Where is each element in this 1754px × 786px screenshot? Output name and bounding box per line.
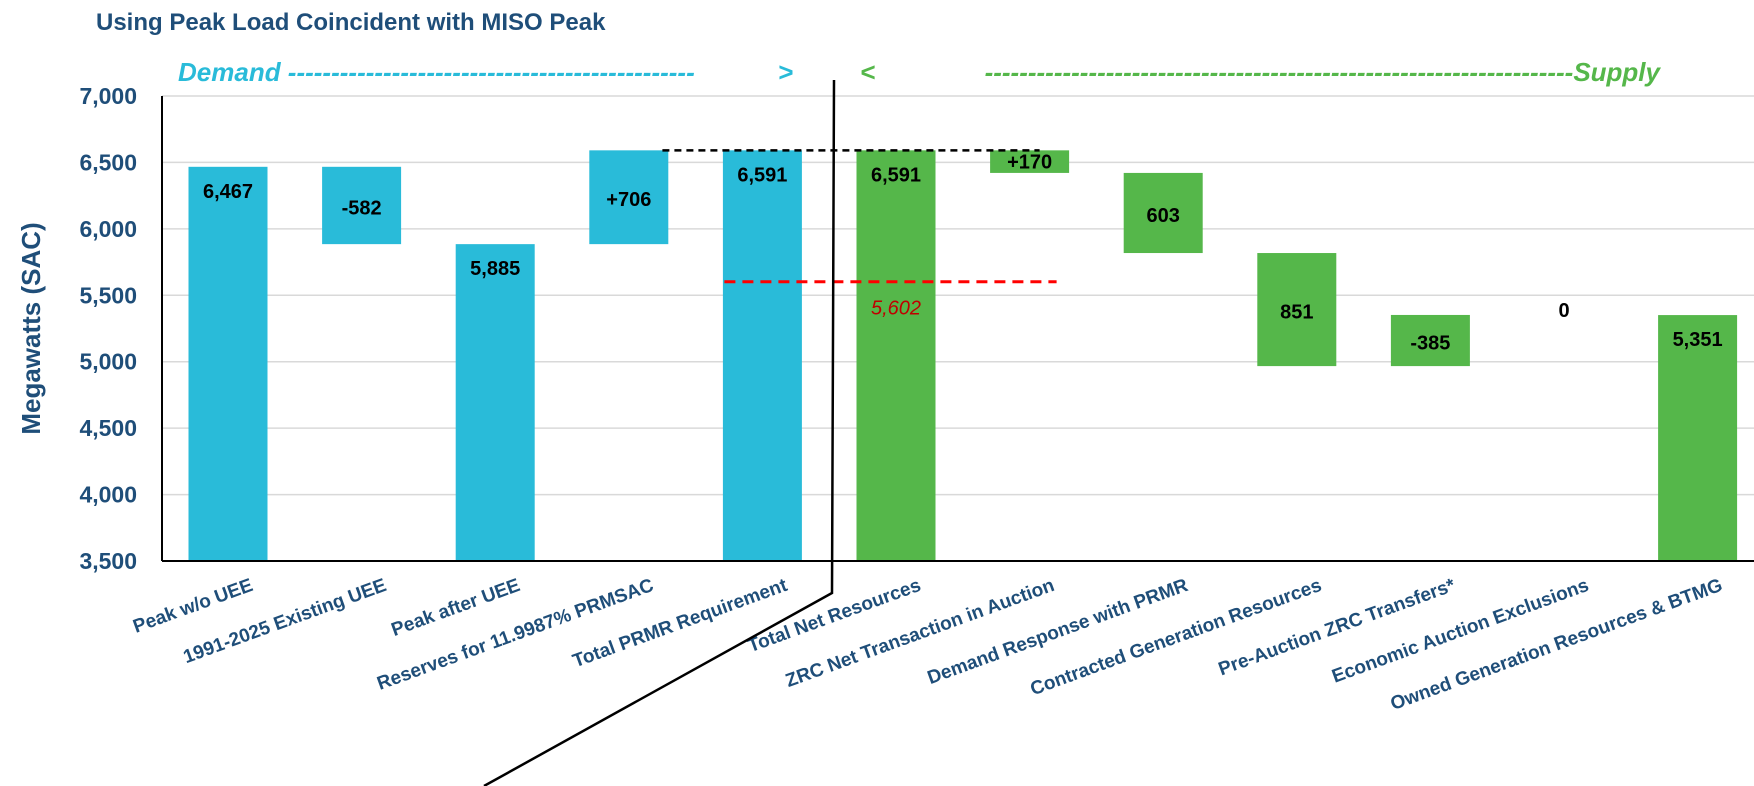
data-labels: 6,467 -582 5,885 +706 6,591 6,591 +170 603 851 -3… [203, 151, 1723, 354]
y-axis-ticks: 3,500 4,000 4,500 5,000 5,500 6,000 6,500 7,000 [79, 83, 137, 574]
supply-section-label: ----------------------------------------… [985, 57, 1662, 87]
demand-supply-divider [483, 79, 836, 786]
demand-section-label: Demand ---------------------------------… [178, 57, 695, 87]
bar-4 [722, 150, 802, 562]
gridlines [162, 95, 1754, 496]
data-label-2: 5,885 [470, 258, 520, 280]
y-tick-label: 3,500 [79, 548, 137, 574]
bar-6 [990, 150, 1070, 173]
bar-11 [1658, 315, 1738, 561]
data-label-10: 0 [1558, 300, 1569, 322]
data-label-8: 851 [1280, 302, 1313, 324]
y-tick-label: 4,500 [79, 415, 137, 441]
data-label-1: -582 [342, 197, 382, 219]
data-label-9: -385 [1410, 333, 1450, 355]
bars [188, 150, 1738, 562]
chart-title: Using Peak Load Coincident with MISO Pea… [96, 9, 606, 36]
y-tick-label: 4,000 [79, 482, 137, 508]
data-label-4: 6,591 [737, 164, 787, 186]
data-label-7: 603 [1147, 205, 1180, 227]
bar-5 [856, 150, 936, 562]
bar-9 [1390, 314, 1470, 367]
y-tick-label: 6,000 [79, 216, 137, 242]
axes [161, 79, 1754, 786]
data-label-0: 6,467 [203, 181, 253, 203]
y-axis-label: Megawatts (SAC) [16, 222, 46, 434]
data-label-6: +170 [1007, 151, 1052, 173]
y-tick-label: 5,500 [79, 282, 137, 308]
bar-3 [589, 150, 669, 245]
data-label-5: 6,591 [871, 164, 921, 186]
section-labels: Demand ---------------------------------… [178, 57, 1662, 87]
y-tick-label: 5,000 [79, 349, 137, 375]
data-label-11: 5,351 [1673, 329, 1723, 351]
bar-7 [1123, 172, 1203, 254]
bar-0 [188, 166, 268, 561]
bar-8 [1257, 253, 1337, 367]
supply-arrow-head: < [860, 57, 875, 87]
demand-arrow-head: > [778, 57, 793, 87]
bar-1 [322, 166, 402, 245]
y-tick-label: 7,000 [79, 83, 137, 109]
bar-2 [455, 244, 535, 561]
reference-line-label: 5,602 [871, 298, 921, 320]
y-tick-label: 6,500 [79, 149, 137, 175]
annotation-lines: 5,602 [662, 149, 1057, 320]
x-tick-label-4: Total PRMR Requirement [570, 575, 791, 672]
data-label-3: +706 [606, 189, 651, 211]
